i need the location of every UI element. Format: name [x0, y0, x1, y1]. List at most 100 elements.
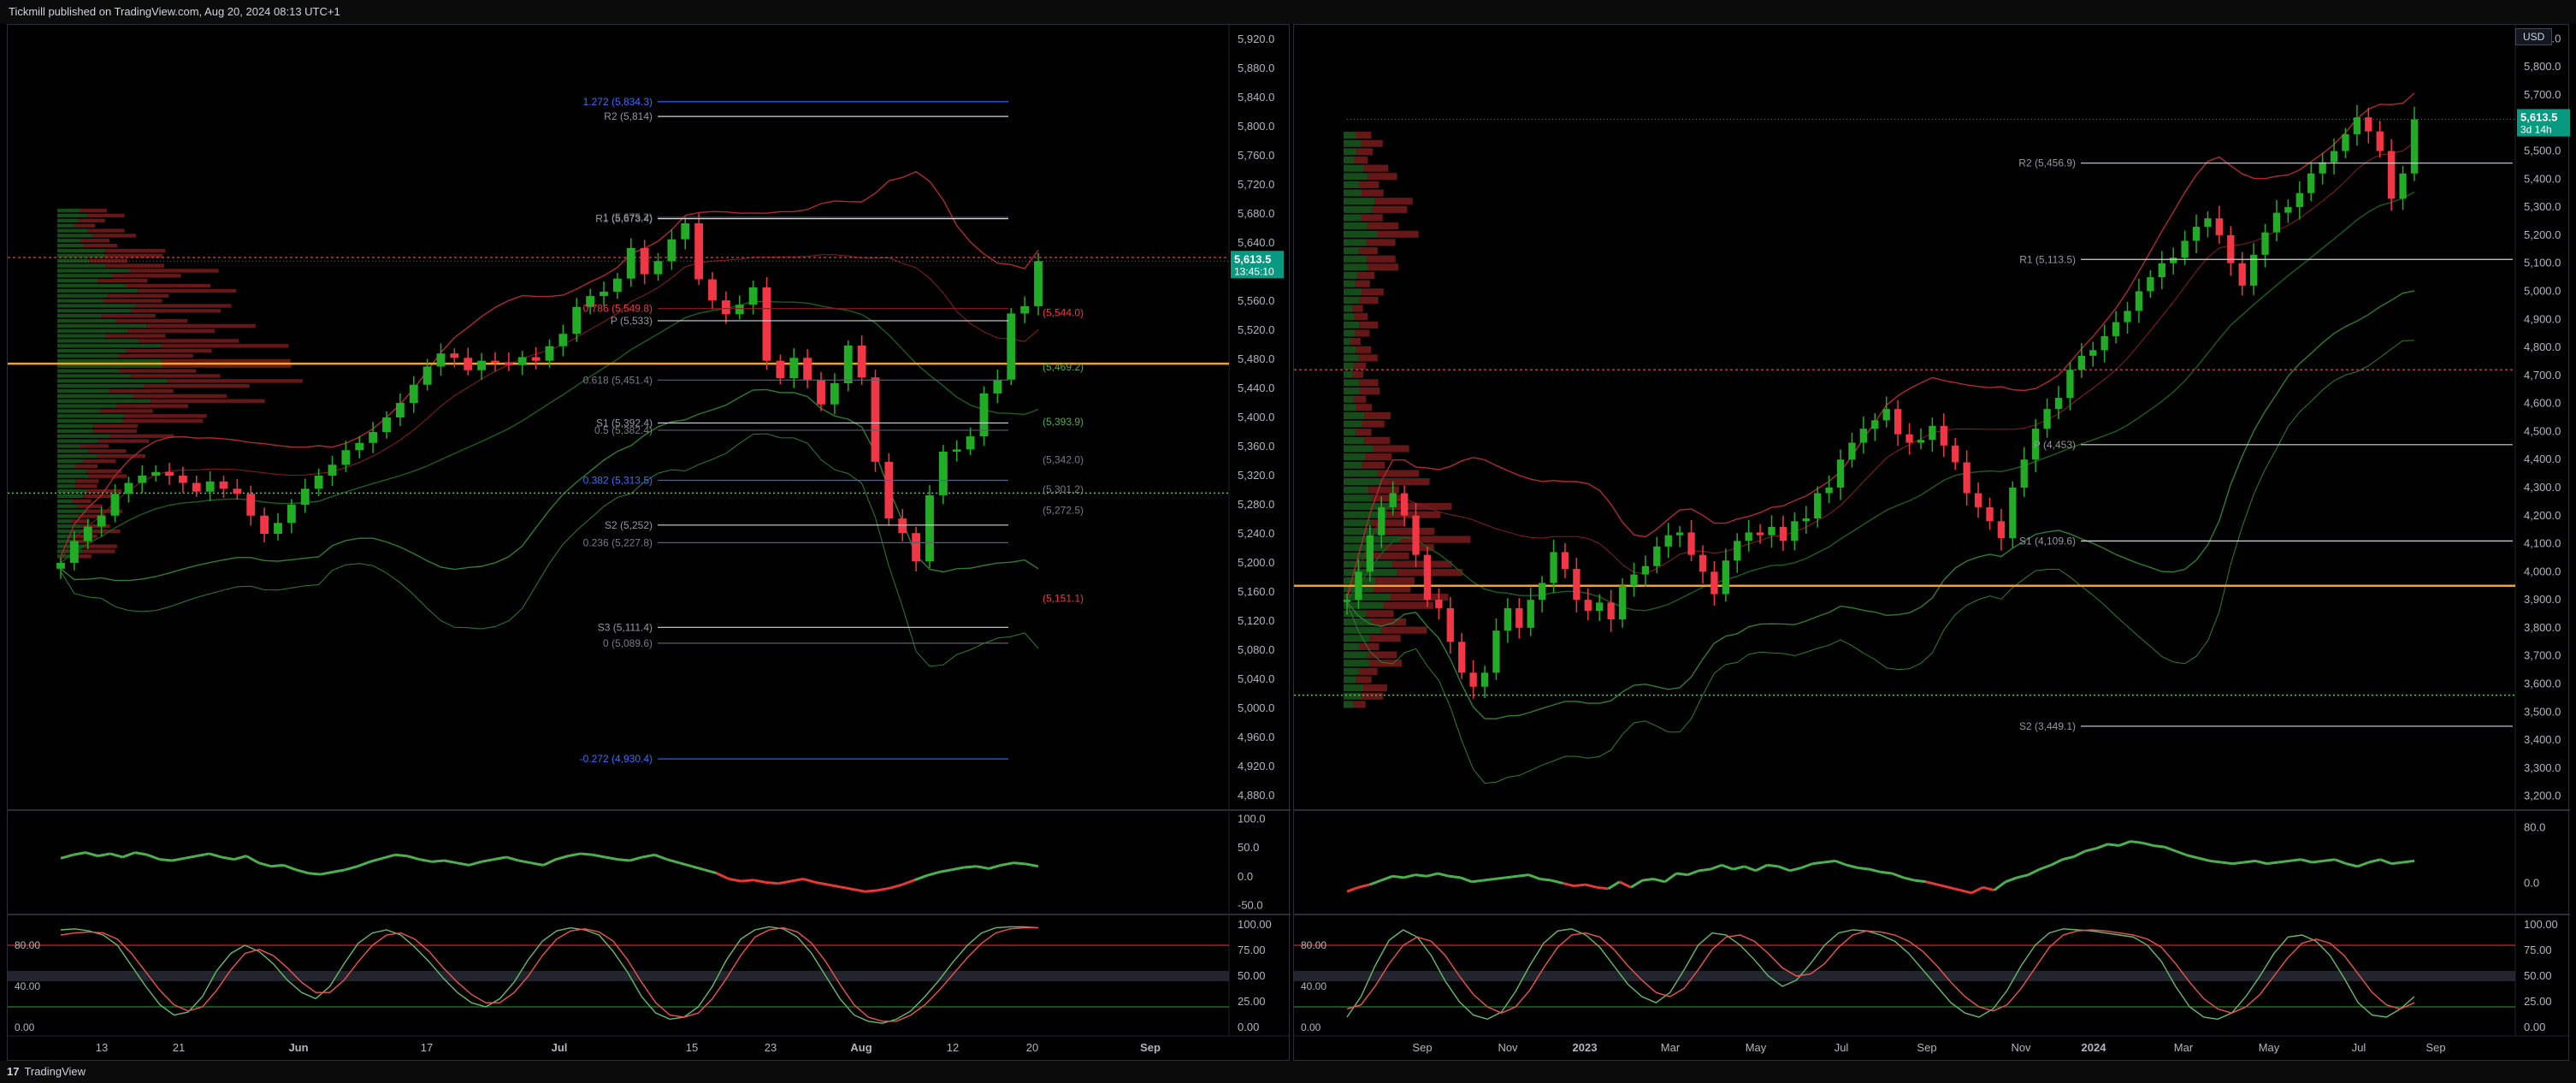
volume-profile-bar-down — [1362, 288, 1384, 296]
volume-profile-bar-up — [1344, 684, 1363, 692]
rsi-segment — [1733, 865, 1746, 871]
volume-profile-bar-up — [57, 379, 168, 383]
candle-body — [776, 360, 785, 379]
volume-profile-bar-down — [1377, 230, 1419, 238]
candle-body — [952, 449, 961, 452]
price-tick-label: 5,320.0 — [1238, 469, 1274, 482]
volume-profile-bar-down — [83, 494, 115, 499]
volume-profile-bar-down — [1367, 239, 1396, 246]
volume-profile-bar-up — [1344, 305, 1353, 312]
volume-profile-bar-down — [130, 374, 221, 378]
candle-body — [789, 358, 799, 379]
volume-profile-bar-down — [109, 434, 174, 438]
rsi-segment — [196, 852, 210, 858]
volume-profile-bar-up — [1344, 601, 1385, 609]
rsi-segment — [753, 879, 766, 884]
rsi-segment — [2323, 858, 2336, 862]
volume-profile-bar-down — [88, 474, 127, 478]
candle-body — [1871, 420, 1879, 429]
level-label: S1 (4,109.6) — [2019, 535, 2076, 547]
price-tick-label: 5,440.0 — [1238, 382, 1274, 394]
price-tick-label: 4,900.0 — [2524, 312, 2561, 325]
volume-profile-bar-down — [1384, 544, 1434, 552]
volume-profile-bar-up — [57, 258, 89, 263]
rsi-segment — [1596, 885, 1609, 891]
volume-profile-bar-down — [93, 423, 138, 429]
volume-profile-bar-down — [146, 323, 256, 328]
volume-profile-bar-up — [57, 314, 102, 318]
volume-profile-bar-up — [57, 209, 80, 213]
volume-profile-bar-up — [1344, 676, 1356, 684]
volume-profile-bar-down — [139, 339, 239, 343]
volume-profile-bar-up — [57, 318, 116, 323]
level-label: -0.272 (4,930.4) — [580, 753, 653, 765]
volume-profile-bar-down — [79, 218, 105, 223]
weekly-chart-svg[interactable]: 5,900.05,800.05,700.05,600.05,500.05,400… — [1294, 25, 2570, 1062]
price-tick-label: 5,100.0 — [2524, 257, 2561, 269]
time-tick-label: Mar — [1661, 1041, 1681, 1054]
rsi-segment — [406, 855, 420, 861]
price-tick-label: 5,280.0 — [1238, 498, 1274, 511]
tradingview-logo-icon[interactable]: 17 TradingView — [7, 1065, 86, 1078]
candle-body — [205, 481, 215, 492]
bb-inner-upper-line — [1346, 142, 2415, 599]
daily-chart-svg[interactable]: 5,920.0 5,880.0 5,840.0 5,800.0 5,760.0 5,720… — [8, 25, 1291, 1062]
volume-profile-bar-down — [79, 514, 106, 518]
price-tick-label: 5,680.0 — [1238, 207, 1274, 220]
candle-body — [287, 505, 296, 524]
volume-profile-bar-up — [57, 409, 101, 413]
volume-profile-bar-up — [57, 374, 131, 378]
volume-profile-bar-up — [1344, 280, 1356, 287]
volume-profile-bar-down — [1367, 255, 1396, 263]
candle-body — [871, 377, 880, 462]
currency-button[interactable]: USD — [2515, 28, 2553, 45]
stoch-tick-label: 50.00 — [1238, 969, 1266, 982]
volume-profile-bar-down — [92, 429, 138, 434]
level-label: 0.236 (5,227.8) — [583, 536, 653, 548]
weekly-chart-panel[interactable]: 5,900.05,800.05,700.05,600.05,500.05,400… — [1293, 24, 2570, 1062]
daily-chart-panel[interactable]: 5,920.0 5,880.0 5,840.0 5,800.0 5,760.0 5,720… — [7, 24, 1291, 1062]
time-tick-label: Nov — [2011, 1041, 2031, 1054]
rsi-segment — [146, 853, 161, 861]
volume-profile-bar-down — [1391, 560, 1452, 568]
rsi-segment — [134, 851, 148, 856]
time-tick-label: May — [1746, 1041, 1767, 1054]
volume-profile-bar-up — [1344, 263, 1368, 271]
level-label: S3 (5,111.4) — [598, 621, 653, 633]
volume-profile-bar-down — [1391, 594, 1449, 601]
candle-body — [2112, 322, 2120, 336]
volume-profile-bar-up — [1344, 651, 1368, 659]
time-tick-label: 23 — [765, 1041, 777, 1054]
rsi-segment — [2164, 845, 2177, 853]
volume-profile-bar-up — [1344, 395, 1354, 403]
volume-profile-bar-up — [1344, 453, 1366, 461]
publish-header-text: Tickmill published on TradingView.com, A… — [9, 5, 340, 18]
candle-body — [124, 482, 133, 494]
rsi-segment — [691, 865, 705, 872]
time-tick-label: Mar — [2174, 1041, 2194, 1054]
candle-body — [966, 436, 975, 450]
right-level-label: (5,342.0) — [1043, 453, 1084, 465]
volume-profile-bar-down — [1368, 486, 1399, 494]
rsi-segment — [2016, 873, 2029, 879]
volume-profile-bar-up — [57, 263, 106, 268]
rsi-segment — [840, 885, 854, 891]
footer: 17 TradingView — [0, 1061, 2576, 1083]
rsi-segment — [777, 879, 791, 885]
volume-profile-bar-up — [57, 539, 74, 543]
level-label: 1 (5,675.2) — [603, 211, 653, 223]
volume-profile-bar-up — [1344, 470, 1378, 477]
rsi-segment — [1403, 873, 1416, 879]
volume-profile-bar-down — [1382, 478, 1430, 486]
volume-profile-bar-down — [80, 209, 107, 213]
candle-body — [1618, 585, 1627, 620]
rsi-segment — [1948, 885, 1961, 892]
volume-profile-bar-down — [151, 399, 265, 403]
rsi-segment — [926, 870, 940, 877]
price-tick-label: 4,700.0 — [2524, 369, 2561, 382]
rsi-segment — [1607, 880, 1621, 891]
volume-profile-bar-up — [1344, 660, 1370, 667]
candle-body — [2238, 263, 2246, 286]
candle-body — [1836, 459, 1845, 488]
volume-profile-bar-up — [1344, 527, 1385, 535]
